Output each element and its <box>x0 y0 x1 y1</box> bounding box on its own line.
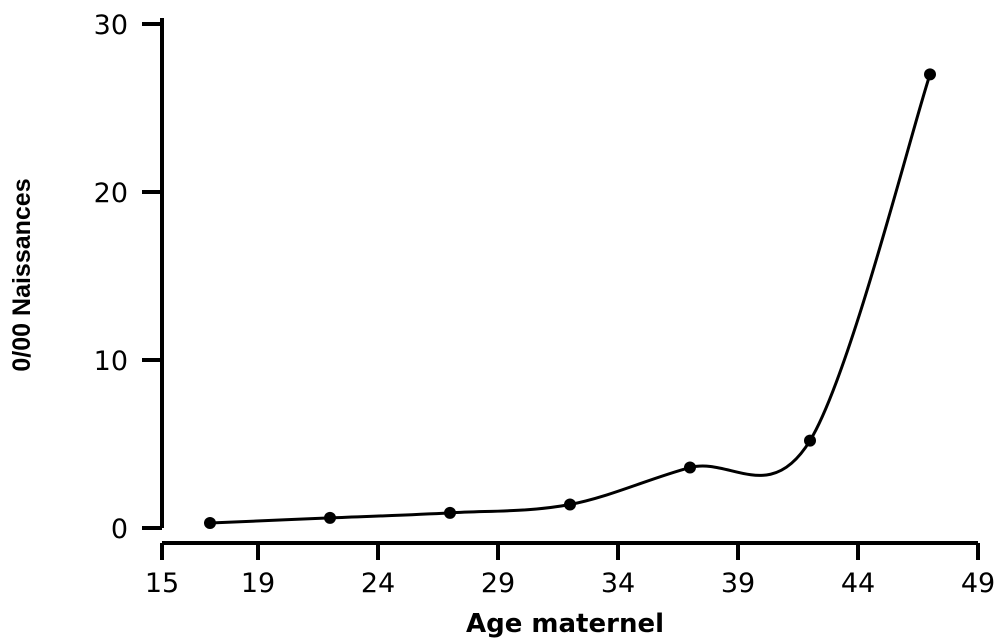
y-tick-label: 30 <box>94 10 128 41</box>
x-tick-label: 34 <box>601 568 635 599</box>
data-point <box>564 498 576 511</box>
data-point <box>684 461 696 474</box>
x-tick-label: 24 <box>361 568 395 599</box>
x-tick-label: 19 <box>241 568 275 599</box>
data-point <box>204 516 216 529</box>
data-point <box>924 68 936 81</box>
data-point <box>804 434 816 447</box>
data-points <box>204 68 936 529</box>
x-axis-label: Age maternel <box>466 609 664 639</box>
y-tick-label: 20 <box>94 178 128 209</box>
data-point <box>444 506 456 519</box>
x-axis-ticks: 15 19 24 29 34 39 44 49 <box>145 543 995 599</box>
x-tick-label: 39 <box>721 568 755 599</box>
series-line <box>209 73 932 525</box>
x-tick-label: 15 <box>145 568 179 599</box>
y-axis-ticks: 0 10 20 30 <box>94 10 162 545</box>
y-tick-label: 0 <box>111 514 128 545</box>
data-point <box>324 511 336 524</box>
x-tick-label: 44 <box>841 568 875 599</box>
x-tick-label: 29 <box>481 568 515 599</box>
y-tick-label: 10 <box>94 346 128 377</box>
y-axis-label: 0/00 Naissances <box>8 178 36 371</box>
x-tick-label: 49 <box>961 568 995 599</box>
